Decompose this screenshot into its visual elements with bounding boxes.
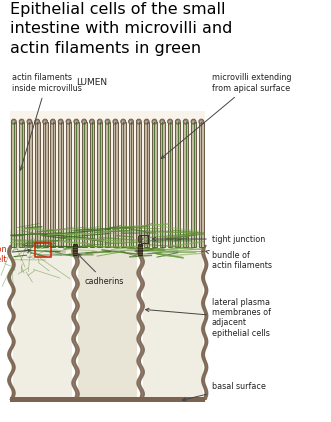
Ellipse shape <box>153 121 155 123</box>
Polygon shape <box>199 122 204 247</box>
Ellipse shape <box>167 119 172 124</box>
Ellipse shape <box>75 121 77 123</box>
Polygon shape <box>89 122 94 247</box>
Ellipse shape <box>114 121 116 123</box>
Polygon shape <box>152 122 157 247</box>
Bar <box>73 243 77 255</box>
Polygon shape <box>13 245 72 399</box>
Ellipse shape <box>144 119 149 124</box>
Polygon shape <box>74 122 79 247</box>
Ellipse shape <box>74 119 79 124</box>
Polygon shape <box>35 122 40 247</box>
Ellipse shape <box>98 121 100 123</box>
Polygon shape <box>167 122 172 247</box>
Polygon shape <box>121 122 126 247</box>
Ellipse shape <box>66 119 71 124</box>
Ellipse shape <box>58 119 63 124</box>
Polygon shape <box>97 122 102 247</box>
Ellipse shape <box>91 121 93 123</box>
Ellipse shape <box>11 119 16 124</box>
Bar <box>138 243 142 255</box>
Text: microvilli extending
from apical surface: microvilli extending from apical surface <box>161 73 291 158</box>
Text: Epithelial cells of the small
intestine with microvilli and
actin filaments in g: Epithelial cells of the small intestine … <box>10 2 232 56</box>
Text: basal surface: basal surface <box>182 382 266 401</box>
Ellipse shape <box>175 119 180 124</box>
Ellipse shape <box>97 119 102 124</box>
Ellipse shape <box>27 119 32 124</box>
Polygon shape <box>19 122 24 247</box>
Ellipse shape <box>184 121 186 123</box>
Ellipse shape <box>183 119 188 124</box>
Ellipse shape <box>36 121 38 123</box>
Polygon shape <box>144 122 149 247</box>
Ellipse shape <box>105 119 110 124</box>
Ellipse shape <box>19 119 24 124</box>
Polygon shape <box>82 122 87 247</box>
Ellipse shape <box>35 119 40 124</box>
Ellipse shape <box>199 119 204 124</box>
Ellipse shape <box>138 235 142 243</box>
Ellipse shape <box>121 119 126 124</box>
Ellipse shape <box>52 121 54 123</box>
Polygon shape <box>10 397 205 402</box>
Polygon shape <box>105 122 110 247</box>
Polygon shape <box>11 122 16 247</box>
Ellipse shape <box>43 119 48 124</box>
Polygon shape <box>191 122 196 247</box>
Text: LUMEN: LUMEN <box>76 78 108 87</box>
Ellipse shape <box>200 121 202 123</box>
Ellipse shape <box>145 121 147 123</box>
Ellipse shape <box>20 121 22 123</box>
Ellipse shape <box>137 121 139 123</box>
Ellipse shape <box>161 121 163 123</box>
Text: adhesion
belt: adhesion belt <box>0 244 31 264</box>
Ellipse shape <box>59 121 61 123</box>
Ellipse shape <box>176 121 178 123</box>
Ellipse shape <box>13 121 15 123</box>
Polygon shape <box>10 230 205 247</box>
Polygon shape <box>50 122 55 247</box>
Polygon shape <box>113 122 118 247</box>
Ellipse shape <box>136 119 141 124</box>
Ellipse shape <box>152 119 157 124</box>
Text: cadherins: cadherins <box>78 254 124 286</box>
Polygon shape <box>143 245 203 399</box>
Polygon shape <box>183 122 188 247</box>
Ellipse shape <box>191 119 196 124</box>
Polygon shape <box>66 122 71 247</box>
Polygon shape <box>10 111 205 245</box>
Text: lateral plasma
membranes of
adjacent
epithelial cells: lateral plasma membranes of adjacent epi… <box>146 298 271 338</box>
Polygon shape <box>128 122 133 247</box>
Polygon shape <box>136 122 141 247</box>
Ellipse shape <box>106 121 108 123</box>
Ellipse shape <box>67 121 69 123</box>
Text: tight junction: tight junction <box>152 235 265 243</box>
Text: bundle of
actin filaments: bundle of actin filaments <box>206 250 272 271</box>
Polygon shape <box>160 122 165 247</box>
Ellipse shape <box>160 119 165 124</box>
Polygon shape <box>78 245 137 399</box>
Polygon shape <box>43 122 48 247</box>
Ellipse shape <box>122 121 124 123</box>
Polygon shape <box>58 122 63 247</box>
Ellipse shape <box>113 119 118 124</box>
Polygon shape <box>27 122 32 247</box>
Ellipse shape <box>44 121 46 123</box>
Polygon shape <box>175 122 180 247</box>
Ellipse shape <box>89 119 94 124</box>
Ellipse shape <box>28 121 30 123</box>
Ellipse shape <box>128 119 133 124</box>
Bar <box>35 243 51 257</box>
Text: actin filaments
inside microvillus: actin filaments inside microvillus <box>12 73 81 170</box>
Ellipse shape <box>82 119 87 124</box>
Ellipse shape <box>192 121 194 123</box>
Ellipse shape <box>83 121 85 123</box>
Ellipse shape <box>130 121 132 123</box>
Ellipse shape <box>169 121 171 123</box>
Ellipse shape <box>50 119 55 124</box>
